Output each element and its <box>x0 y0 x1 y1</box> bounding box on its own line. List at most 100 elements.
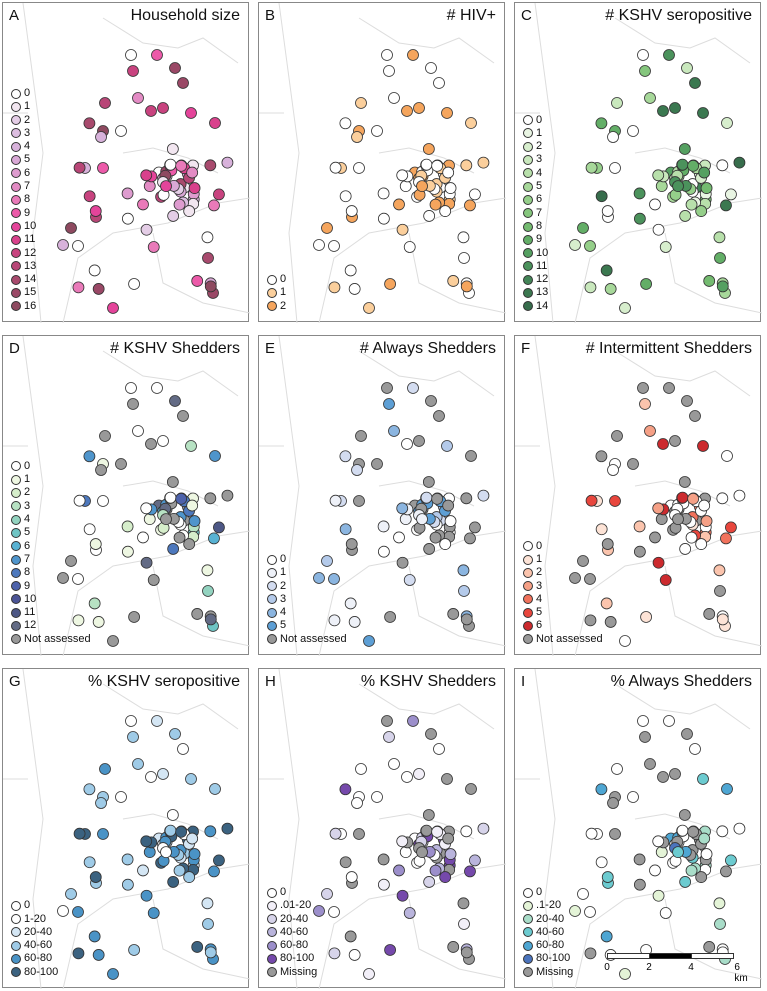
legend-swatch-icon <box>523 954 533 965</box>
legend-item: 20-40 <box>267 913 317 926</box>
legend-swatch-icon <box>523 234 533 245</box>
household-point <box>433 743 445 755</box>
legend-label: 3 <box>24 126 31 139</box>
household-point <box>441 107 453 119</box>
household-point <box>425 728 437 740</box>
household-point <box>429 864 442 877</box>
legend-swatch-icon <box>11 181 21 192</box>
household-point <box>377 853 390 866</box>
household-point <box>457 897 470 910</box>
household-point <box>655 846 668 858</box>
household-point <box>433 410 445 422</box>
household-point <box>185 107 197 119</box>
household-point <box>145 771 157 783</box>
household-point <box>89 205 102 217</box>
household-point <box>363 302 375 314</box>
household-point <box>339 783 352 796</box>
household-point <box>595 523 608 536</box>
household-point <box>714 252 726 264</box>
legend-swatch-icon <box>11 234 21 245</box>
household-point <box>469 188 481 201</box>
household-point <box>429 198 442 211</box>
household-point <box>388 758 400 770</box>
household-point <box>477 489 490 502</box>
household-point <box>121 520 134 533</box>
boundary-line <box>358 17 495 64</box>
legend-item: 40-60 <box>267 926 317 939</box>
household-point <box>164 491 177 504</box>
household-point <box>313 239 325 251</box>
household-point <box>420 824 433 837</box>
household-point <box>160 513 172 526</box>
panel-letter: F <box>521 340 531 357</box>
legend-label: 40-60 <box>280 925 309 938</box>
household-point <box>209 783 221 795</box>
legend-label: 80-100 <box>536 952 571 965</box>
household-point <box>633 520 646 533</box>
legend-swatch-icon <box>11 461 21 472</box>
household-point <box>652 556 665 569</box>
legend-item: 3 <box>267 593 347 606</box>
legend-swatch-icon <box>11 115 21 126</box>
legend-label: 20-40 <box>24 925 53 938</box>
household-point <box>676 158 689 171</box>
legend-label: 0 <box>280 885 287 898</box>
household-point <box>714 585 726 597</box>
boundary-line <box>574 197 762 323</box>
household-point <box>679 876 692 888</box>
legend-swatch-icon <box>11 88 21 99</box>
household-point <box>92 949 105 961</box>
household-point <box>633 853 646 866</box>
household-point <box>407 382 419 394</box>
household-point <box>644 425 656 437</box>
household-point <box>202 252 214 264</box>
household-point <box>716 159 729 172</box>
legend-label: 7 <box>24 552 31 565</box>
household-point <box>423 876 436 888</box>
household-point <box>83 856 96 869</box>
household-point <box>416 846 428 859</box>
household-point <box>657 771 669 783</box>
household-point <box>431 825 444 838</box>
household-point <box>611 97 623 109</box>
household-point <box>687 159 700 172</box>
legend-swatch-icon <box>11 594 21 605</box>
legend-item: 5 <box>523 606 603 619</box>
household-point <box>140 502 153 515</box>
legend-label: 40-60 <box>536 925 565 938</box>
household-point <box>444 515 457 527</box>
household-point <box>672 180 684 193</box>
legend-item: 11 <box>11 606 91 619</box>
boundary-line <box>534 3 556 323</box>
household-point <box>72 281 85 294</box>
household-point <box>713 231 726 244</box>
legend-item: 5 <box>267 619 347 632</box>
legend-swatch-icon <box>11 274 21 285</box>
scale-label: 2 <box>646 962 652 973</box>
household-point <box>183 205 196 217</box>
household-point <box>649 864 661 877</box>
household-point <box>460 825 473 838</box>
household-point <box>339 523 352 536</box>
legend-item: 3 <box>11 500 91 513</box>
household-point <box>637 49 649 61</box>
panel-letter: D <box>9 340 20 357</box>
legend-item: 1 <box>523 127 548 140</box>
household-point <box>140 223 153 236</box>
household-point <box>329 494 342 507</box>
legend-label: 2 <box>24 486 31 499</box>
household-point <box>355 763 367 775</box>
household-point <box>416 513 428 526</box>
household-point <box>383 65 395 77</box>
scale-label: 4 <box>688 962 694 973</box>
household-point <box>441 440 453 452</box>
household-point <box>384 611 396 623</box>
legend-swatch-icon <box>267 954 277 965</box>
household-point <box>607 797 619 809</box>
legend-swatch-icon <box>523 914 533 925</box>
household-point <box>595 117 608 130</box>
household-point <box>355 430 367 442</box>
legend-item: 0 <box>523 114 548 127</box>
household-point <box>107 635 119 647</box>
household-point <box>157 435 169 447</box>
